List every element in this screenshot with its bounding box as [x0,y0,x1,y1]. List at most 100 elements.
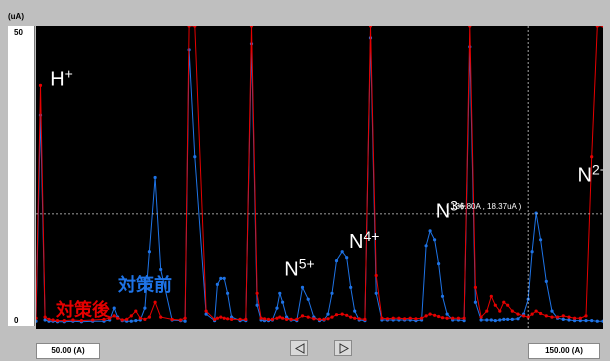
data-point-1-46 [285,317,289,321]
scroll-left-button[interactable] [290,340,308,356]
x-end-field[interactable]: 150.00 (A) [528,343,600,359]
data-point-1-98 [544,314,548,318]
data-point-1-95 [530,312,534,316]
data-point-1-80 [456,316,460,320]
data-point-0-108 [601,319,603,323]
data-point-1-90 [506,303,510,307]
data-point-1-104 [578,316,582,320]
data-point-0-21 [153,175,157,180]
data-point-1-23 [170,317,174,321]
data-point-0-102 [567,318,571,322]
data-point-1-34 [230,317,234,321]
data-point-0-46 [285,315,289,319]
triangle-right-icon [339,343,350,354]
data-point-0-91 [510,317,514,321]
data-point-1-100 [556,315,560,319]
data-point-0-86 [489,318,493,322]
data-point-1-25 [183,316,187,320]
triangle-left-icon [294,343,305,354]
x-start-field[interactable]: 50.00 (A) [36,343,100,359]
peak-label-charge-1: 5+ [299,256,315,272]
data-point-0-33 [226,291,230,295]
y-axis-strip [8,26,35,326]
data-point-0-89 [502,317,506,321]
peak-label-base-3: N [436,200,450,222]
peak-label-0: H+ [50,65,73,90]
data-point-1-12 [112,314,116,318]
data-point-1-81 [462,316,466,320]
data-point-1-39 [259,316,263,320]
data-point-1-50 [306,315,310,319]
data-point-1-87 [493,303,497,307]
data-point-1-10 [102,317,106,321]
data-point-1-3 [47,317,51,321]
data-point-0-17 [134,319,138,323]
data-point-0-87 [493,319,497,323]
data-point-1-70 [408,316,412,320]
data-point-1-30 [215,316,219,320]
data-point-1-77 [440,316,445,320]
data-point-1-22 [159,315,163,319]
legend-label-1: 対策後 [55,299,111,320]
data-point-0-78 [445,312,449,316]
data-point-1-78 [445,316,449,320]
data-point-1-97 [539,311,543,316]
data-point-1-2 [43,315,47,319]
data-point-1-101 [561,314,565,318]
data-point-0-44 [278,291,282,295]
data-point-1-75 [433,313,437,317]
data-point-0-22 [159,267,163,272]
data-point-1-102 [567,315,571,319]
data-point-1-17 [134,309,138,313]
data-point-1-26 [187,26,191,28]
data-point-1-43 [275,316,279,320]
data-point-1-6 [62,319,66,323]
data-point-1-93 [522,314,526,318]
data-point-1-54 [326,317,330,321]
data-point-1-42 [270,317,274,321]
plot-background [36,26,603,329]
data-point-1-41 [266,317,271,321]
data-point-1-21 [153,300,157,304]
data-point-0-16 [129,319,133,323]
data-point-1-89 [502,300,506,304]
data-point-1-61 [357,317,361,321]
data-point-1-96 [534,309,538,313]
data-point-1-105 [584,314,588,318]
data-point-0-77 [440,294,445,298]
data-point-1-59 [349,315,353,319]
data-point-1-0 [36,316,38,320]
data-point-1-108 [601,26,603,28]
data-point-1-65 [380,316,384,320]
scroll-right-button[interactable] [334,340,352,356]
data-point-1-68 [397,316,401,320]
peak-label-base-4: N [578,165,592,187]
data-point-0-84 [479,318,483,322]
data-point-0-56 [334,259,339,263]
data-point-0-0 [36,319,38,323]
data-point-1-62 [363,317,367,321]
data-point-0-59 [349,285,353,289]
data-point-1-13 [116,316,120,320]
data-point-0-12 [112,306,116,310]
peak-label-1: N5+ [284,256,314,281]
data-point-1-49 [300,314,305,318]
data-point-0-99 [550,309,554,313]
data-point-1-73 [424,314,428,318]
data-point-1-29 [213,317,217,321]
data-point-0-31 [219,276,223,280]
data-point-0-76 [437,262,441,266]
x-start-label: 50.00 (A) [51,346,85,355]
data-point-1-52 [317,317,322,321]
data-point-1-48 [295,317,299,321]
data-point-1-11 [108,316,112,320]
data-point-1-82 [468,26,472,28]
data-point-0-81 [462,319,466,323]
data-point-1-85 [485,309,489,313]
data-point-1-7 [71,318,75,322]
cursor-readout: ( 136.80A , 18.37uA ) [446,202,522,211]
data-point-1-84 [479,315,483,319]
data-point-0-57 [340,250,344,254]
data-point-1-31 [219,315,223,319]
